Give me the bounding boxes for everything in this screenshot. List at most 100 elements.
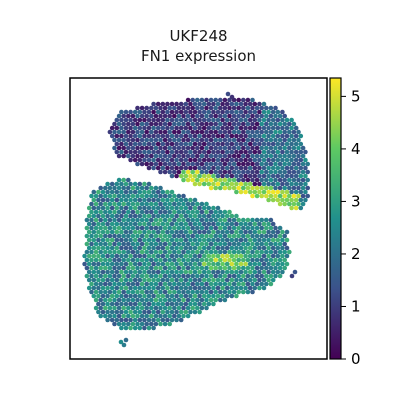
tissue-spot [91,253,97,259]
chart-title-line-2: FN1 expression [140,47,257,65]
tissue-spot [84,249,90,255]
tissue-spot [206,117,212,123]
tissue-spot [282,185,288,191]
tissue-spot [135,225,140,231]
tissue-spot [268,233,274,239]
tissue-spot [195,289,200,295]
tissue-spot [201,133,207,139]
tissue-spot [229,277,235,283]
tissue-spot [116,289,122,295]
tissue-spot [282,153,288,159]
tissue-spot [213,113,218,119]
tissue-spot [128,213,133,219]
tissue-spot [215,221,221,227]
tissue-spot [169,197,175,203]
tissue-spot [211,277,216,283]
tissue-spot [220,109,225,115]
tissue-spot [158,225,163,231]
tissue-spot [162,169,168,175]
tissue-spot [109,221,115,227]
tissue-spot [234,149,239,155]
tissue-spot [254,265,260,271]
tissue-spot [142,277,147,283]
tissue-spot [116,185,122,191]
tissue-spot [109,277,115,283]
tissue-spot [160,277,166,283]
tissue-spot [236,233,241,239]
tissue-spot [178,253,184,259]
tissue-spot [218,177,223,183]
tissue-spot [192,197,198,203]
tissue-spot [105,269,110,275]
tissue-spot [197,245,202,251]
tissue-spot [231,185,237,191]
tissue-spot [151,285,156,291]
tissue-spot [259,273,265,279]
tissue-spot [195,121,200,127]
tissue-spot [225,91,231,97]
tissue-spot [89,241,94,247]
tissue-spot [100,237,106,243]
tissue-spot [135,305,140,311]
tissue-spot [195,273,200,279]
tissue-spot [119,309,124,315]
tissue-spot [93,241,99,247]
tissue-spot [128,301,133,307]
tissue-spot [270,157,276,163]
tissue-spot [284,197,290,203]
tissue-spot [100,197,106,203]
tissue-spot [139,193,145,199]
tissue-spot [257,253,262,259]
tissue-spot [153,289,159,295]
tissue-spot [126,113,131,119]
tissue-spot [238,125,244,131]
tissue-spot [303,165,308,171]
tissue-spot [119,189,124,195]
tissue-spot [190,281,195,287]
tissue-spot [287,129,292,135]
tissue-spot [204,233,209,239]
tissue-spot [155,133,161,139]
tissue-spot [291,153,297,159]
tissue-spot [224,237,230,243]
tissue-spot [222,105,228,111]
tissue-spot [298,157,304,163]
tissue-spot [144,121,149,127]
tissue-spot [261,181,267,187]
tissue-spot [144,225,149,231]
tissue-spot [109,293,115,299]
tissue-spot [185,273,191,279]
tissue-spot [300,177,306,183]
tissue-spot [192,269,198,275]
tissue-spot [155,317,161,323]
tissue-spot [126,185,131,191]
tissue-spot [185,161,191,167]
tissue-spot [188,149,193,155]
tissue-spot [149,121,154,127]
tissue-spot [149,193,154,199]
tissue-spot [107,289,113,295]
tissue-spot [167,209,172,215]
tissue-spot [116,217,122,223]
tissue-spot [176,161,182,167]
tissue-spot [114,197,120,203]
tissue-spot [112,297,117,303]
tissue-spot [231,105,237,111]
tissue-spot [222,169,228,175]
tissue-spot [128,221,133,227]
tissue-spot [172,225,177,231]
tissue-spot [250,265,255,271]
tissue-spot [264,265,269,271]
tissue-spot [266,149,271,155]
tissue-spot [224,149,230,155]
tissue-spot [247,237,253,243]
tissue-spot [247,133,253,139]
tissue-spot [250,281,255,287]
tissue-spot [261,245,267,251]
tissue-spot [109,213,115,219]
tissue-spot [172,113,177,119]
tissue-spot [215,133,221,139]
tissue-spot [158,313,163,319]
tissue-spot [84,273,90,279]
tissue-spot [241,129,246,135]
